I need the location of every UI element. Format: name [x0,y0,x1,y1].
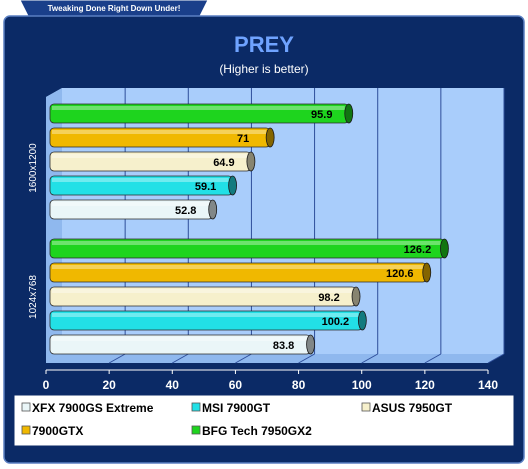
bar-highlight [52,202,209,206]
bar-group: 120.6 [49,262,432,283]
group-label-1024x768: 1024x768 [28,275,39,319]
grid-floor-line [424,353,442,364]
bar-highlight [52,130,267,134]
legend-swatch [191,425,201,435]
data-label: 83.8 [273,340,294,352]
bar-group: 95.9 [49,103,354,124]
x-tick-label: 120 [415,378,435,392]
data-label: 100.2 [322,316,350,328]
data-label: 59.1 [195,181,216,193]
bar-highlight [52,241,441,245]
chart-subtitle: (Higher is better) [219,62,308,76]
legend-label: BFG Tech 7950GX2 [202,424,312,438]
bar-highlight [52,337,307,341]
bar-cap [228,175,237,196]
legend-swatch [361,402,371,412]
bar-group: 126.2 [49,238,449,259]
x-tick-label: 80 [292,378,306,392]
legend-label: MSI 7900GT [202,401,271,415]
data-label: 126.2 [404,244,432,256]
x-tick-labels: 0 20 40 60 80 100 120 140 [43,370,498,392]
bar-highlight [52,265,423,269]
bar-cap [246,151,256,172]
bar-group: 71 [49,127,275,148]
bar-cap [306,334,315,355]
chart-title: PREY [234,32,294,57]
bar-highlight [52,154,247,158]
data-label: 52.8 [175,205,196,217]
x-tick-label: 0 [43,378,50,392]
data-label: 120.6 [386,268,414,280]
data-label: 95.9 [311,109,332,121]
bar-cap [265,127,275,148]
x-tick-label: 60 [229,378,243,392]
bar-group: 83.8 [49,334,315,355]
grid-floor-line [172,353,189,364]
bar-highlight [52,106,345,110]
legend-label: 7900GTX [32,424,83,438]
grid-floor-line [361,353,378,364]
x-tick-label: 100 [352,378,372,392]
bar-cap [351,286,361,307]
bar-cap [440,238,449,259]
bar-group: 98.2 [49,286,361,307]
legend-swatch [21,402,31,412]
legend-swatch [191,402,201,412]
bar-highlight [52,178,229,182]
bar-cap [344,103,354,124]
banner-text: Tweaking Done Right Down Under! [48,4,181,13]
legend-label: XFX 7900GS Extreme [32,401,154,415]
bar-group: 100.2 [49,310,367,331]
x-tick-label: 20 [102,378,116,392]
bar-cap [357,310,367,331]
data-label: 64.9 [213,157,234,169]
data-label: 71 [237,133,249,145]
plot-floor [46,354,504,363]
bar-cap [208,199,218,220]
legend-swatch [21,425,31,435]
bar-group: 52.8 [49,199,218,220]
group-label-1600x1200: 1600x1200 [28,143,39,193]
bar-highlight [52,313,359,317]
bar-group: 64.9 [49,151,256,172]
legend [13,394,515,447]
bar-group: 59.1 [49,175,237,196]
data-label: 98.2 [318,292,339,304]
grid-floor-line [298,353,315,364]
grid-floor-line [108,353,126,364]
legend-items: XFX 7900GS Extreme MSI 7900GT ASUS 7950GT 7… [21,401,453,438]
bar-cap [422,262,432,283]
x-tick-label: 140 [478,378,498,392]
grid-floor-line [487,353,505,364]
bar-highlight [52,289,353,293]
legend-label: ASUS 7950GT [372,401,453,415]
grid-floor-line [235,353,252,364]
x-tick-label: 40 [166,378,180,392]
